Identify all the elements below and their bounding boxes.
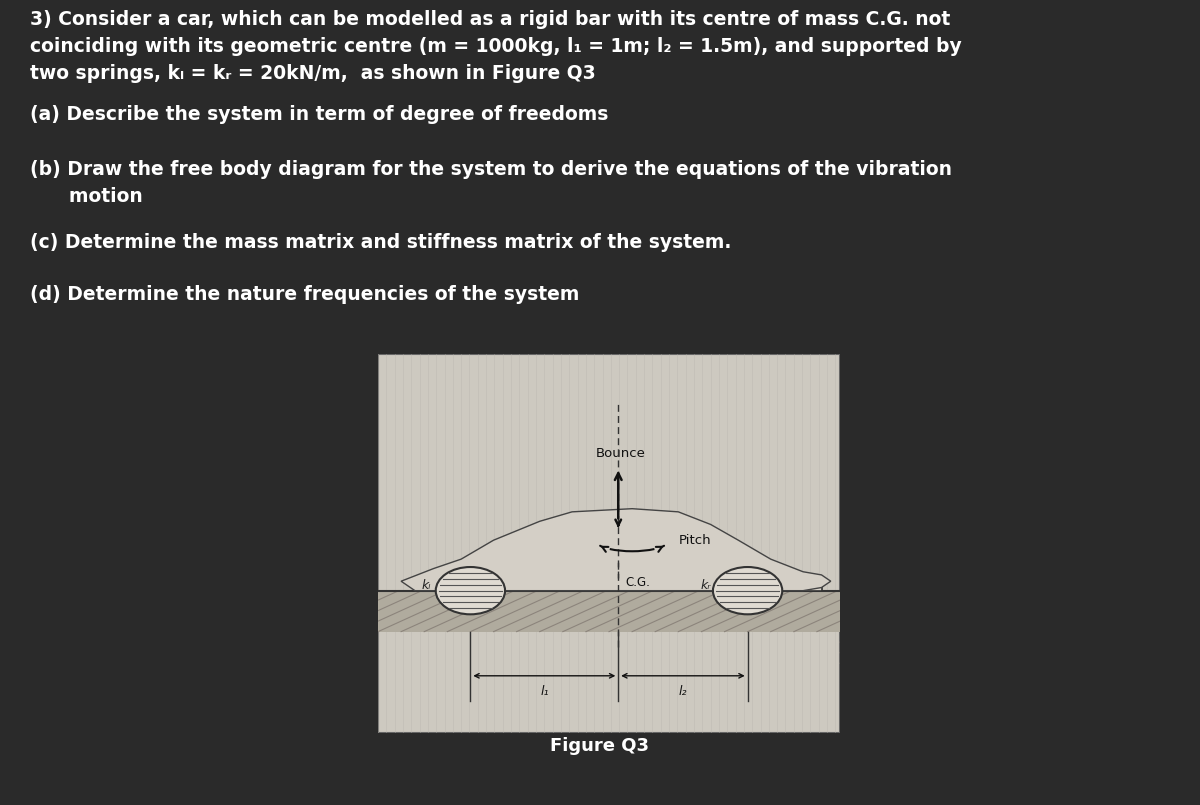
Text: (d) Determine the nature frequencies of the system: (d) Determine the nature frequencies of … [30, 285, 580, 304]
Text: Pitch: Pitch [678, 534, 710, 547]
Text: two springs, kₗ = kᵣ = 20kN/m,  as shown in Figure Q3: two springs, kₗ = kᵣ = 20kN/m, as shown … [30, 64, 595, 83]
Text: (c) Determine the mass matrix and stiffness matrix of the system.: (c) Determine the mass matrix and stiffn… [30, 233, 731, 252]
Text: coinciding with its geometric centre (m = 1000kg, l₁ = 1m; l₂ = 1.5m), and suppo: coinciding with its geometric centre (m … [30, 37, 961, 56]
Text: kᵣ: kᵣ [700, 580, 710, 592]
Text: C.G.: C.G. [625, 576, 650, 589]
Text: (b) Draw the free body diagram for the system to derive the equations of the vib: (b) Draw the free body diagram for the s… [30, 160, 952, 179]
Text: (a) Describe the system in term of degree of freedoms: (a) Describe the system in term of degre… [30, 105, 608, 124]
Text: 3) Consider a car, which can be modelled as a rigid bar with its centre of mass : 3) Consider a car, which can be modelled… [30, 10, 950, 29]
Text: l₂: l₂ [679, 685, 688, 698]
Text: kₗ: kₗ [421, 580, 431, 592]
Text: Bounce: Bounce [595, 447, 646, 460]
Bar [415, 578, 822, 591]
Circle shape [436, 567, 505, 614]
Circle shape [713, 567, 782, 614]
Text: l₁: l₁ [540, 685, 548, 698]
Bar [378, 591, 840, 632]
Text: motion: motion [30, 187, 143, 206]
Text: Figure Q3: Figure Q3 [551, 737, 649, 755]
Polygon shape [401, 509, 830, 591]
